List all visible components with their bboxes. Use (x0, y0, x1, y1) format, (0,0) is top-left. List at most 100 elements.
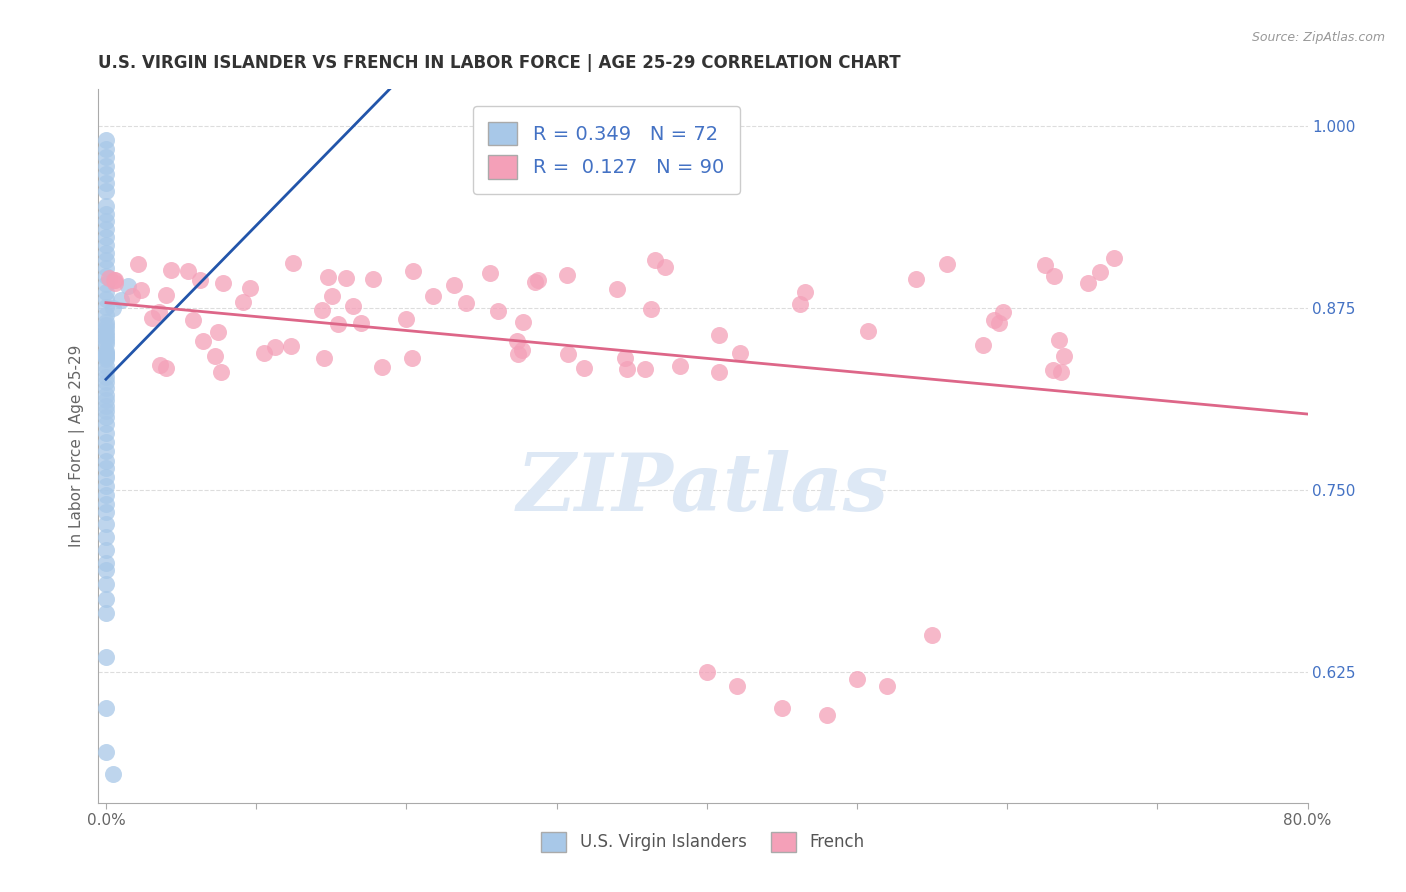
Point (94, 245, 117, 260)
Point (983, 312, 1005, 326)
Point (654, 260, 676, 275)
Point (1033, 258, 1056, 272)
Point (696, 665, 718, 679)
Point (1077, 277, 1099, 291)
Point (94, 470, 117, 484)
Point (94, 517, 117, 532)
Point (972, 338, 994, 352)
Point (94, 331, 117, 345)
Point (94, 142, 117, 156)
Point (1050, 365, 1073, 379)
Point (94, 364, 117, 378)
Point (94, 318, 117, 333)
Point (1043, 269, 1066, 284)
Point (212, 276, 235, 290)
Point (789, 297, 811, 311)
Point (127, 257, 149, 271)
Point (335, 270, 357, 285)
Point (94, 591, 117, 606)
Point (395, 312, 418, 326)
Point (371, 359, 394, 374)
Point (846, 672, 869, 686)
Point (264, 340, 287, 354)
Point (94, 133, 117, 147)
Point (141, 310, 163, 325)
Point (1090, 265, 1112, 279)
Point (614, 351, 637, 365)
Point (486, 304, 509, 318)
Point (524, 275, 547, 289)
Point (94, 176, 117, 190)
Point (456, 296, 478, 310)
Point (94, 230, 117, 244)
Point (94, 444, 117, 458)
Point (110, 293, 132, 308)
Point (94, 206, 117, 220)
Point (640, 302, 662, 317)
Point (94, 222, 117, 236)
Point (644, 252, 666, 267)
Point (155, 287, 177, 301)
Point (104, 276, 127, 290)
Point (103, 766, 125, 780)
Point (239, 281, 262, 295)
Point (94, 460, 117, 475)
Point (94, 350, 117, 364)
Point (207, 325, 229, 339)
Point (94, 315, 117, 329)
Point (94, 344, 117, 359)
Point (121, 289, 143, 303)
Point (422, 289, 444, 303)
Point (129, 283, 152, 297)
Point (94, 253, 117, 268)
Point (94, 327, 117, 342)
Point (209, 365, 232, 379)
Point (97, 271, 120, 285)
Point (669, 359, 692, 373)
Point (94, 167, 117, 181)
Point (935, 257, 957, 271)
Point (94, 542, 117, 557)
Point (318, 269, 340, 284)
Point (94, 530, 117, 544)
Point (321, 289, 343, 303)
Point (188, 273, 211, 287)
Point (94, 159, 117, 173)
Point (117, 278, 139, 293)
Point (793, 285, 815, 299)
Point (94, 388, 117, 402)
Point (350, 317, 373, 331)
Point (725, 679, 748, 693)
Point (510, 343, 533, 358)
Point (94, 325, 117, 339)
Point (311, 303, 333, 318)
Point (94, 359, 117, 373)
Point (94, 607, 117, 621)
Point (94, 347, 117, 361)
Point (191, 334, 214, 348)
Point (149, 358, 172, 372)
Point (94, 376, 117, 390)
Point (342, 299, 364, 313)
Point (94, 417, 117, 432)
Point (232, 295, 254, 310)
Point (94, 334, 117, 348)
Point (94, 393, 117, 408)
Point (94, 321, 117, 335)
Text: ZIPatlas: ZIPatlas (517, 450, 889, 527)
Point (527, 273, 550, 287)
Point (401, 351, 423, 365)
Point (94, 351, 117, 366)
Point (94, 453, 117, 467)
Point (155, 361, 177, 376)
Point (94, 337, 117, 351)
Point (94, 488, 117, 502)
Point (204, 349, 226, 363)
Point (94, 381, 117, 395)
Point (94, 577, 117, 591)
Legend: U.S. Virgin Islanders, French: U.S. Virgin Islanders, French (534, 825, 872, 859)
Point (103, 273, 125, 287)
Point (512, 315, 534, 329)
Point (634, 362, 657, 376)
Point (94, 497, 117, 511)
